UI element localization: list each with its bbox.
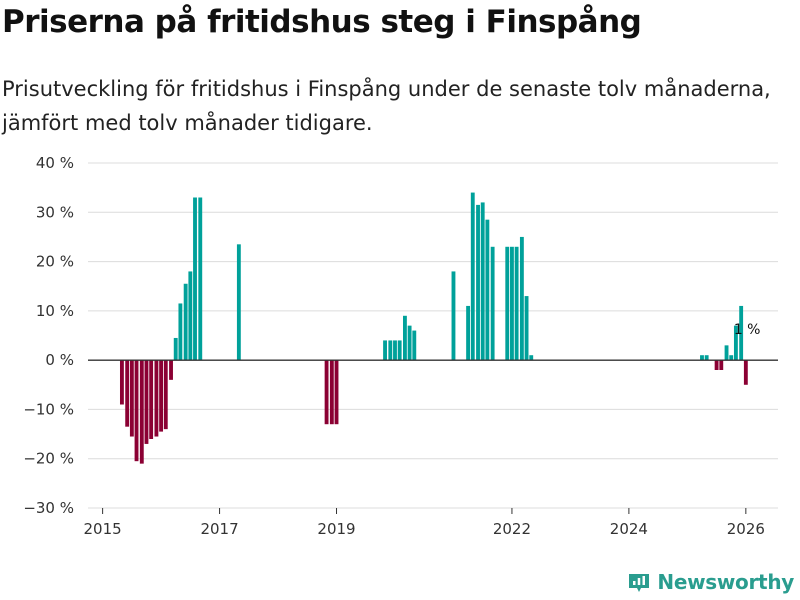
bar [729,355,734,361]
bar [159,360,164,432]
x-tick-label: 2019 [317,520,355,538]
y-tick-label: 20 % [36,253,74,271]
bar [129,360,134,437]
bar [519,236,524,361]
bar [154,360,159,437]
bar [134,360,139,462]
bar [193,197,197,361]
bar [407,325,412,361]
bar [485,219,490,361]
y-tick-label: 0 % [45,351,74,369]
bar [173,337,178,361]
latest-value-annotation: 1 % [734,322,761,338]
brand-name: Newsworthy [657,570,794,594]
bar [403,315,407,361]
bar [236,244,241,361]
chart-subtitle: Prisutveckling för fritidshus i Finspång… [2,77,771,135]
bar [514,246,519,361]
brand-logo: Newsworthy [627,570,794,594]
y-tick-label: −20 % [23,450,74,468]
bar [397,340,402,361]
bar [125,360,130,427]
bar [178,303,183,361]
newsworthy-logo-icon [629,574,650,592]
bar [733,325,738,361]
bar [466,305,471,361]
bar [198,197,203,361]
bar [505,246,510,361]
bar [412,330,417,361]
bar [704,355,709,361]
bar [470,192,475,361]
bar [383,340,387,361]
bar [324,360,329,425]
bar [524,296,529,361]
y-tick-label: 10 % [36,302,74,320]
x-tick-label: 2022 [493,520,531,538]
bar [529,355,534,361]
bar [169,360,173,380]
y-tick-label: 30 % [36,203,74,221]
bar [183,283,188,361]
x-tick-label: 2026 [727,520,765,538]
x-tick-label: 2024 [610,520,648,538]
bar [188,271,193,361]
bar [144,360,149,444]
bar [329,360,334,425]
bar [119,360,124,405]
bar [719,360,724,370]
bar [393,340,397,361]
bar [490,246,495,361]
bar [724,345,729,361]
y-tick-label: 40 % [36,154,74,172]
bar [743,360,748,385]
bar [714,360,719,370]
chart-title: Priserna på fritidshus steg i Finspång [2,4,642,40]
bar [139,360,144,464]
bar [334,360,339,425]
bar-chart: 40 % 30 % 20 % 10 % 0 % −10 % −20 % −30 % 2015 20… [23,154,778,538]
bar [476,204,480,361]
bar [739,305,744,361]
bar [480,202,485,361]
x-tick-label: 2017 [200,520,238,538]
bar [388,340,393,361]
bar [451,271,456,361]
bar [149,360,154,439]
y-tick-label: −10 % [23,400,74,418]
x-tick-label: 2015 [84,520,122,538]
bar [163,360,168,430]
bar [700,355,704,361]
y-tick-label: −30 % [23,499,74,517]
bar [510,246,514,361]
